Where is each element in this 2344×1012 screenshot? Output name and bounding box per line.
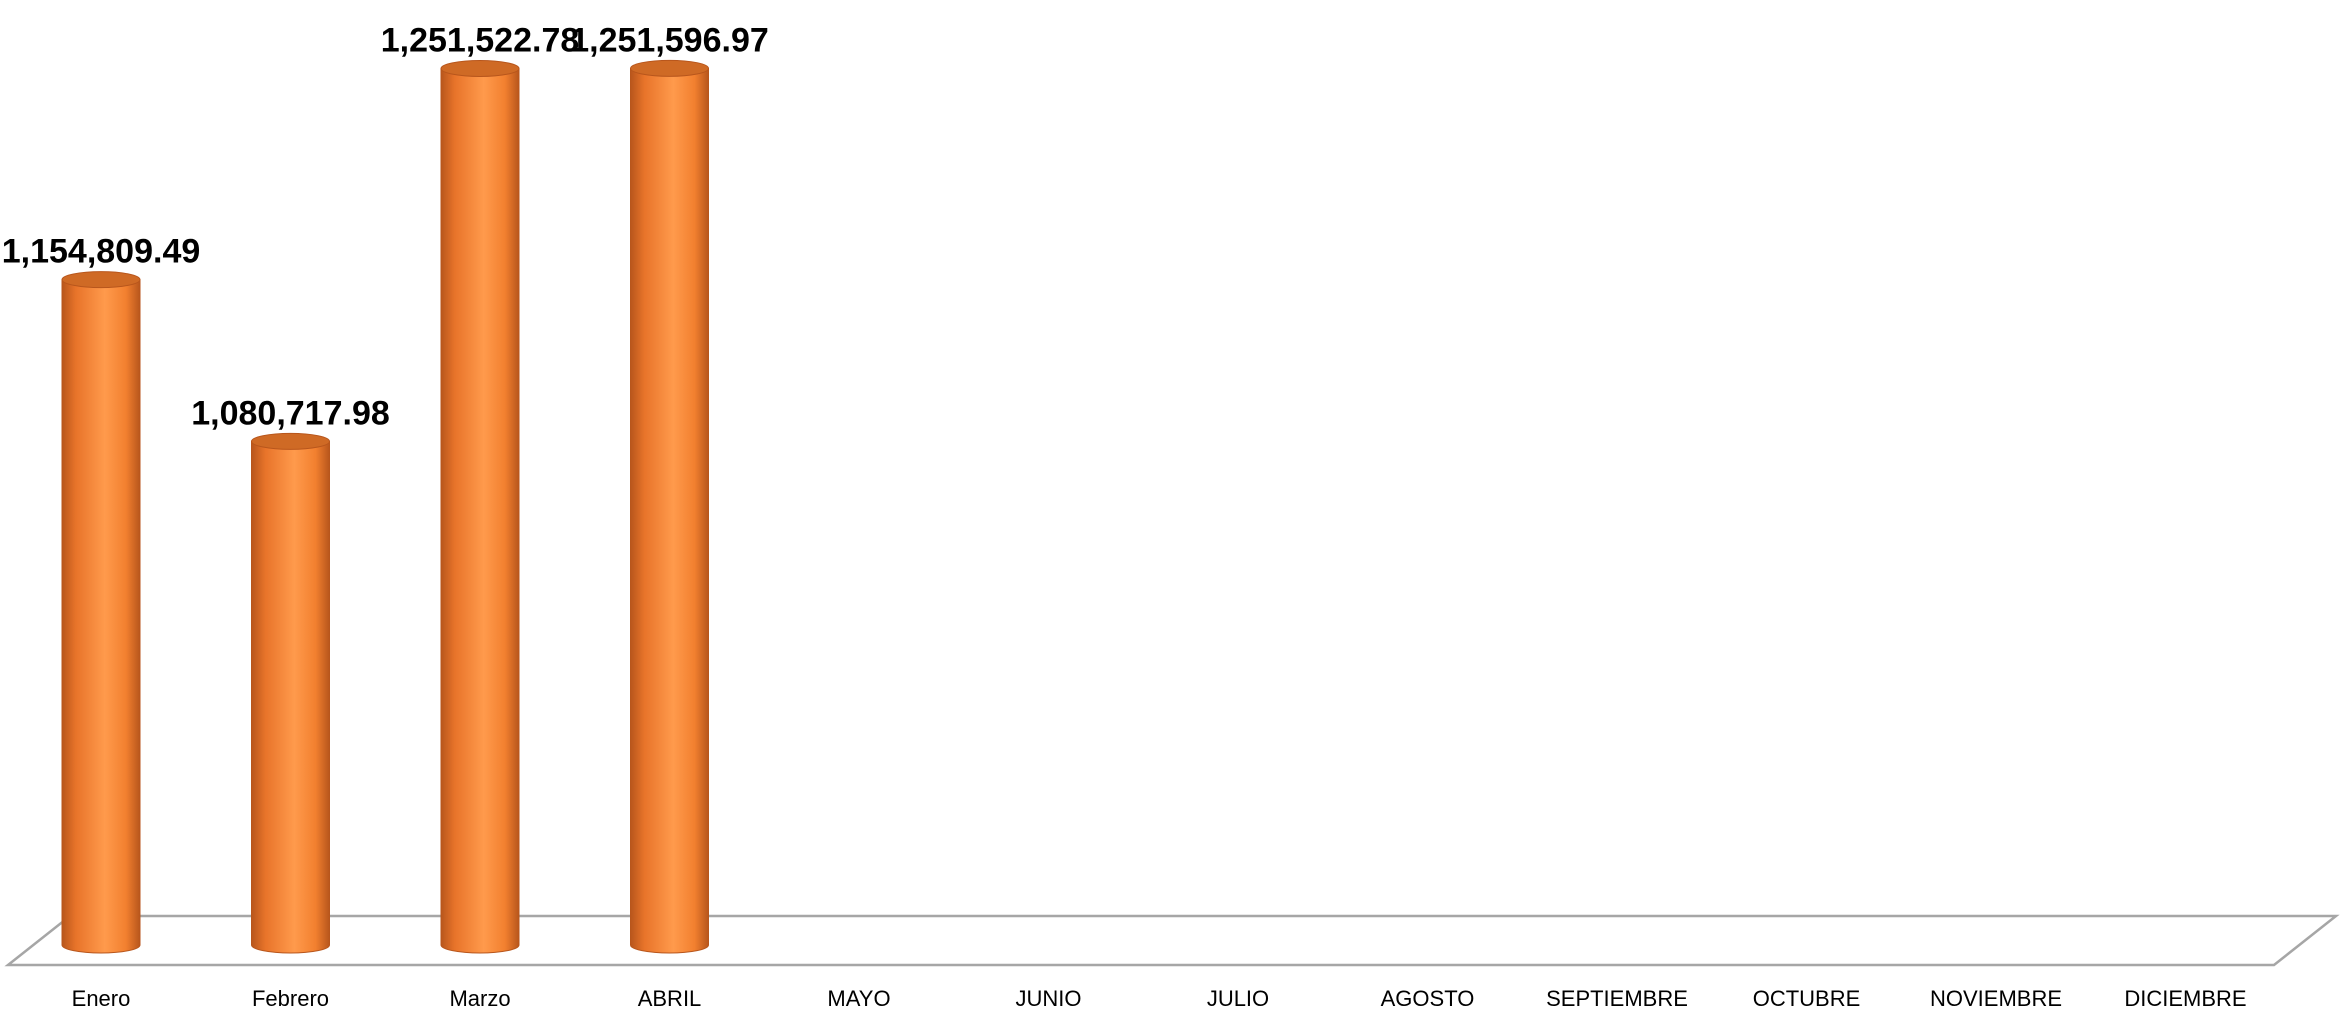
bar-top — [440, 60, 520, 78]
x-tick-label: DICIEMBRE — [2124, 986, 2246, 1011]
bar — [630, 59, 709, 954]
data-label: 1,080,717.98 — [191, 394, 390, 432]
x-tick-label: Febrero — [252, 986, 329, 1011]
x-tick-label: JULIO — [1207, 986, 1269, 1011]
bar-body — [440, 68, 520, 954]
bar — [251, 432, 330, 954]
chart-floor — [4, 914, 2340, 967]
bar-body — [61, 279, 141, 954]
x-axis-tick-labels: Enero Febrero Marzo ABRIL MAYO JUNIO JULIO AGOS… — [72, 986, 2247, 1011]
x-tick-label: ABRIL — [638, 986, 702, 1011]
bar-top — [630, 59, 709, 77]
x-tick-label: NOVIEMBRE — [1930, 986, 2062, 1011]
bars-group — [61, 59, 709, 954]
bar-body — [251, 440, 330, 954]
data-label: 1,154,809.49 — [2, 233, 201, 271]
bar-top — [251, 432, 330, 450]
x-tick-label: OCTUBRE — [1753, 986, 1861, 1011]
bar — [61, 271, 141, 954]
bar — [440, 60, 520, 954]
bar-body — [630, 67, 709, 954]
x-tick-label: Enero — [72, 986, 131, 1011]
x-tick-label: SEPTIEMBRE — [1546, 986, 1688, 1011]
x-tick-label: AGOSTO — [1381, 986, 1475, 1011]
data-label: 1,251,596.97 — [570, 21, 769, 59]
data-label: 1,251,522.78 — [381, 22, 580, 60]
x-tick-label: Marzo — [449, 986, 510, 1011]
bar-top — [61, 271, 141, 289]
data-labels-group: 1,154,809.49 1,080,717.98 1,251,522.781,25… — [2, 21, 769, 432]
x-tick-label: MAYO — [827, 986, 890, 1011]
x-tick-label: JUNIO — [1016, 986, 1082, 1011]
